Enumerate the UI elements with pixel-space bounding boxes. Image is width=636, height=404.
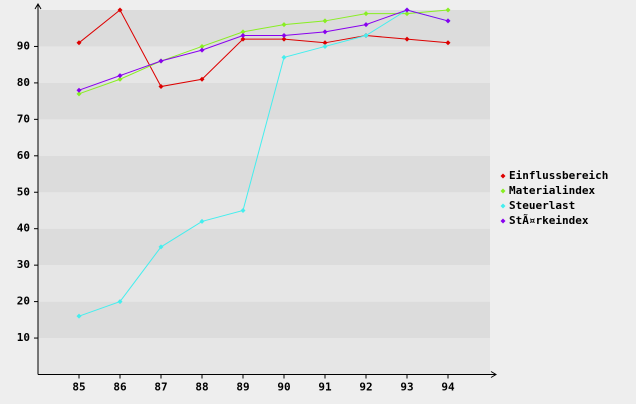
point (281, 36, 287, 42)
point (281, 54, 287, 60)
x-tick-label: 91 (318, 381, 332, 394)
grid-band (38, 82, 490, 120)
point (199, 47, 205, 53)
y-tick-label: 30 (17, 258, 30, 271)
legend-marker (500, 203, 506, 209)
point (76, 40, 82, 46)
point (281, 22, 287, 28)
y-arrow (34, 3, 42, 10)
y-tick-label: 60 (17, 149, 30, 162)
grid-band (38, 265, 490, 302)
point (117, 7, 123, 13)
point (445, 40, 451, 46)
series-line (78, 9, 449, 95)
point (322, 18, 328, 24)
grid-band (38, 119, 490, 156)
point (158, 244, 164, 250)
x-tick-label: 86 (113, 381, 127, 394)
point (240, 33, 246, 39)
legend-label: Steuerlast (509, 199, 575, 212)
series-line (78, 9, 449, 88)
x-tick-label: 93 (400, 381, 413, 394)
x-tick-label: 88 (195, 381, 208, 394)
point (322, 40, 328, 46)
point (199, 43, 205, 49)
x-tick-label: 90 (277, 381, 290, 394)
y-tick-label: 40 (17, 222, 30, 235)
point (117, 73, 123, 79)
point (117, 299, 123, 305)
legend-marker (500, 218, 506, 224)
series-line (78, 9, 449, 317)
x-tick-label: 85 (72, 381, 85, 394)
x-tick-label: 89 (236, 381, 249, 394)
grid-band (38, 155, 490, 193)
y-tick-label: 50 (17, 185, 30, 198)
point (240, 36, 246, 42)
point (199, 218, 205, 224)
point (363, 11, 369, 17)
point (363, 22, 369, 28)
point (281, 33, 287, 39)
grid-band (38, 192, 490, 229)
point (240, 29, 246, 35)
point (404, 11, 410, 17)
legend-label: Einflussbereich (509, 169, 608, 182)
point (117, 76, 123, 82)
series-line (78, 9, 449, 91)
x-tick-label: 87 (154, 381, 167, 394)
x-arrow (490, 371, 497, 378)
grid-band (38, 338, 490, 375)
legend-label: Materialindex (509, 184, 595, 197)
y-tick-label: 90 (17, 39, 30, 52)
grid-band (38, 301, 490, 339)
point (76, 91, 82, 97)
legend-marker (500, 188, 506, 194)
point (445, 7, 451, 13)
point (445, 18, 451, 24)
point (76, 87, 82, 93)
x-tick-label: 92 (359, 381, 372, 394)
point (404, 7, 410, 13)
point (363, 33, 369, 39)
legend-label: StÃ¤rkeindex (509, 214, 589, 227)
point (322, 43, 328, 49)
y-tick-label: 80 (17, 76, 30, 89)
grid-band (38, 46, 490, 83)
point (158, 58, 164, 64)
y-tick-label: 10 (17, 331, 30, 344)
grid-band (38, 228, 490, 266)
point (158, 84, 164, 90)
x-tick-label: 94 (441, 381, 455, 394)
point (76, 313, 82, 319)
legend-marker (500, 173, 506, 179)
y-tick-label: 70 (17, 112, 30, 125)
point (240, 207, 246, 213)
point (199, 76, 205, 82)
point (404, 36, 410, 42)
point (322, 29, 328, 35)
y-tick-label: 20 (17, 295, 30, 308)
